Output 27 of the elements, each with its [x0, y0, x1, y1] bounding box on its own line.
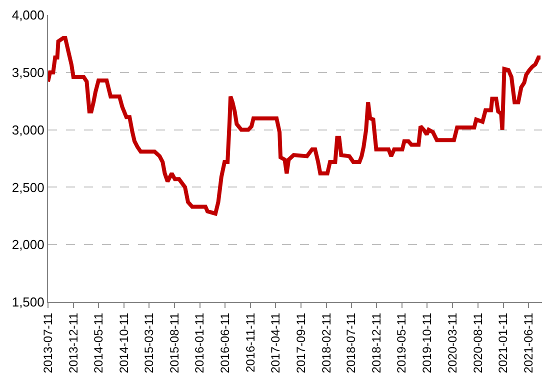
x-tick-label: 2016-11-11: [243, 312, 258, 372]
x-tick-label: 2018-12-11: [370, 312, 384, 374]
y-tick-label: 3,500: [12, 64, 44, 80]
line-series: [48, 36, 542, 216]
y-tick-label: 2,500: [12, 180, 44, 195]
x-tick-label: 2015-03-11: [142, 312, 156, 374]
x-tick-label: 2013-12-11: [66, 312, 80, 374]
x-tick-label: 2014-10-11: [116, 312, 131, 374]
x-tick-label: 2016-01-11: [192, 312, 207, 374]
x-tick-label: 2020-03-11: [445, 312, 460, 374]
x-tick-label: 2019-05-11: [394, 312, 409, 374]
x-tick-label: 2018-07-11: [344, 312, 358, 374]
x-tick-label: 2017-04-11: [268, 312, 282, 374]
x-tick-label: 2015-08-11: [167, 312, 182, 374]
x-tick-label: 2019-10-11: [420, 312, 434, 374]
x-tick-label: 2013-07-11: [40, 312, 55, 374]
x-tick-label: 2016-06-11: [218, 312, 232, 374]
y-tick-label: 3,000: [12, 122, 44, 138]
x-tick-label: 2018-02-11: [319, 312, 334, 374]
y-tick-label: 1,500: [12, 294, 44, 310]
x-tick-label: 2021-06-11: [521, 312, 536, 374]
y-tick-label: 2,000: [12, 237, 44, 252]
x-tick-label: 2014-05-11: [91, 312, 106, 374]
x-tick-label: 2020-08-11: [470, 312, 485, 374]
y-tick-label: 4,000: [12, 8, 44, 23]
x-tick-label: 2017-09-11: [294, 312, 308, 374]
x-tick-label: 2021-01-11: [496, 312, 510, 374]
